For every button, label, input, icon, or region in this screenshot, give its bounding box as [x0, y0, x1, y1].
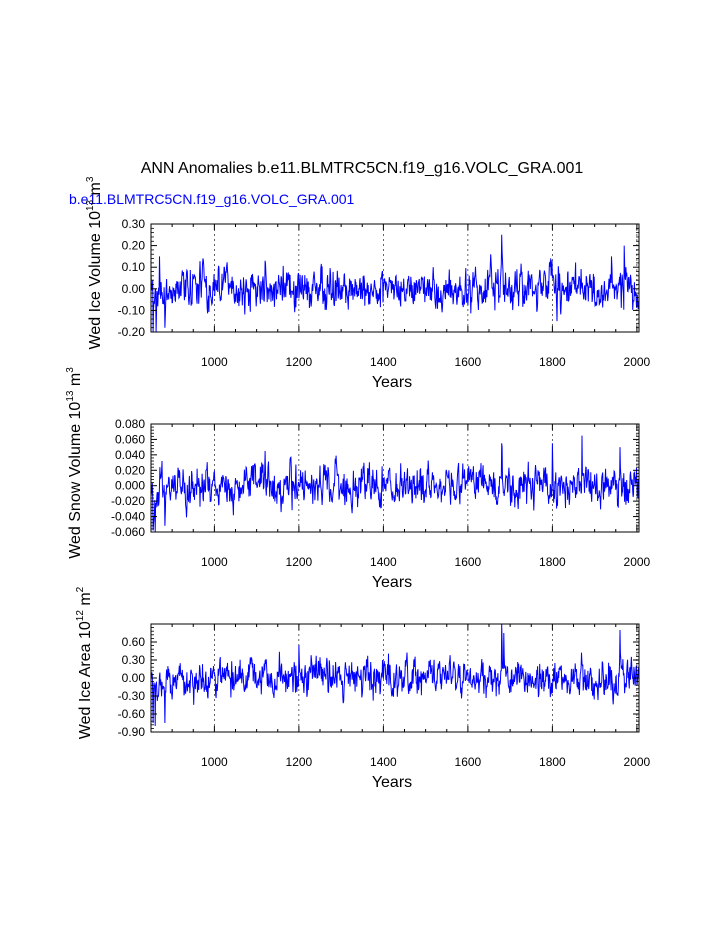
x-tick-label: 1600: [455, 755, 482, 769]
x-tick-label: 1600: [455, 355, 482, 369]
x-tick-label: 1400: [370, 755, 397, 769]
y-tick-label: 0.00: [122, 671, 146, 685]
x-tick-label: 1400: [370, 355, 397, 369]
series-line: [150, 234, 640, 333]
figure-title: ANN Anomalies b.e11.BLMTRC5CN.f19_g16.VO…: [141, 160, 584, 177]
series-line: [150, 435, 640, 533]
x-tick-label: 1000: [201, 355, 228, 369]
x-tick-label: 2000: [624, 355, 651, 369]
x-axis-label: Years: [372, 574, 412, 591]
x-tick-label: 1000: [201, 755, 228, 769]
x-tick-label: 1600: [455, 555, 482, 569]
y-tick-label: 0.060: [115, 432, 145, 446]
y-tick-label: 0.000: [115, 479, 145, 493]
y-tick-label: -0.040: [111, 510, 145, 524]
x-tick-label: 1800: [539, 355, 566, 369]
plot-frame: [150, 423, 640, 533]
x-axis-label: Years: [372, 774, 412, 791]
y-tick-label: 0.30: [122, 653, 146, 667]
y-axis-label: Wed Ice Area 1012 m2: [75, 586, 94, 739]
x-tick-label: 1800: [539, 755, 566, 769]
x-tick-label: 1200: [286, 755, 313, 769]
y-tick-label: 0.60: [122, 635, 146, 649]
y-tick-label: 0.30: [122, 217, 146, 231]
y-tick-label: 0.10: [122, 260, 146, 274]
x-tick-label: 1800: [539, 555, 566, 569]
y-axis-label: Wed Ice Volume 1013 m3: [85, 176, 104, 349]
x-tick-label: 1000: [201, 555, 228, 569]
series-line: [150, 623, 640, 727]
x-tick-label: 1400: [370, 555, 397, 569]
y-tick-label: -0.10: [118, 303, 146, 317]
legend-label: b.e11.BLMTRC5CN.f19_g16.VOLC_GRA.001: [69, 191, 355, 207]
y-tick-label: -0.20: [118, 325, 146, 339]
x-tick-label: 2000: [624, 555, 651, 569]
y-tick-label: 0.080: [115, 417, 145, 431]
y-tick-label: -0.30: [118, 689, 146, 703]
y-tick-label: 0.00: [122, 282, 146, 296]
panel-1: -0.20 -0.10 0.00 0.10 0.20 0.30 1000 1200 1400 16…: [85, 176, 651, 391]
x-tick-label: 2000: [624, 755, 651, 769]
y-tick-label: 0.020: [115, 463, 145, 477]
plot-frame: [150, 223, 640, 333]
y-tick-label: 0.040: [115, 448, 145, 462]
y-tick-label: 0.20: [122, 239, 146, 253]
y-tick-label: -0.90: [118, 725, 146, 739]
y-tick-label: -0.60: [118, 707, 146, 721]
x-tick-label: 1200: [286, 555, 313, 569]
x-tick-label: 1200: [286, 355, 313, 369]
x-axis-label: Years: [372, 374, 412, 391]
y-tick-label: -0.020: [111, 494, 145, 508]
panel-3: -0.90 -0.60 -0.30 0.00 0.30 0.60 1000 1200 1400 1…: [75, 586, 651, 791]
y-axis-label: Wed Snow Volume 1013 m3: [65, 367, 84, 559]
y-tick-label: -0.060: [111, 525, 145, 539]
